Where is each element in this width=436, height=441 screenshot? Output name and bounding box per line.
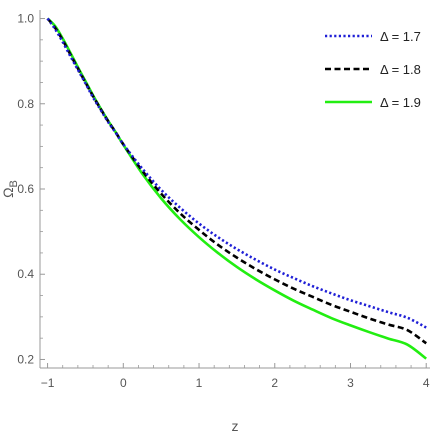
x-tick-label: −1 [41, 376, 55, 390]
y-tick-label: 0.4 [17, 267, 34, 281]
x-tick-label: 2 [271, 376, 278, 390]
y-axis-title-subscript: B [8, 180, 20, 187]
y-tick-label: 1.0 [17, 12, 34, 26]
legend: Δ = 1.7 Δ = 1.8 Δ = 1.9 [325, 29, 421, 110]
legend-label-1: Δ = 1.7 [380, 29, 421, 44]
axes-layer: −1 0 1 2 3 4 0.2 0.4 0.6 0.8 1.0 [17, 10, 430, 390]
x-tick-label: 3 [347, 376, 354, 390]
y-axis-title: ΩB [0, 180, 20, 198]
x-tick-label: 1 [196, 376, 203, 390]
y-tick-label: 0.8 [17, 97, 34, 111]
x-axis-title: z [232, 418, 239, 434]
x-tick-label: 4 [423, 376, 430, 390]
legend-label-2: Δ = 1.8 [380, 62, 421, 77]
y-axis-title-symbol: Ω [0, 187, 16, 197]
series-line-2 [46, 17, 427, 345]
series-layer [46, 17, 428, 360]
legend-label-3: Δ = 1.9 [380, 95, 421, 110]
x-tick-label: 0 [120, 376, 127, 390]
series-line-3 [46, 17, 428, 360]
y-tick-label: 0.2 [17, 352, 34, 366]
series-line-1 [46, 17, 427, 329]
y-tick-label: 0.6 [17, 182, 34, 196]
